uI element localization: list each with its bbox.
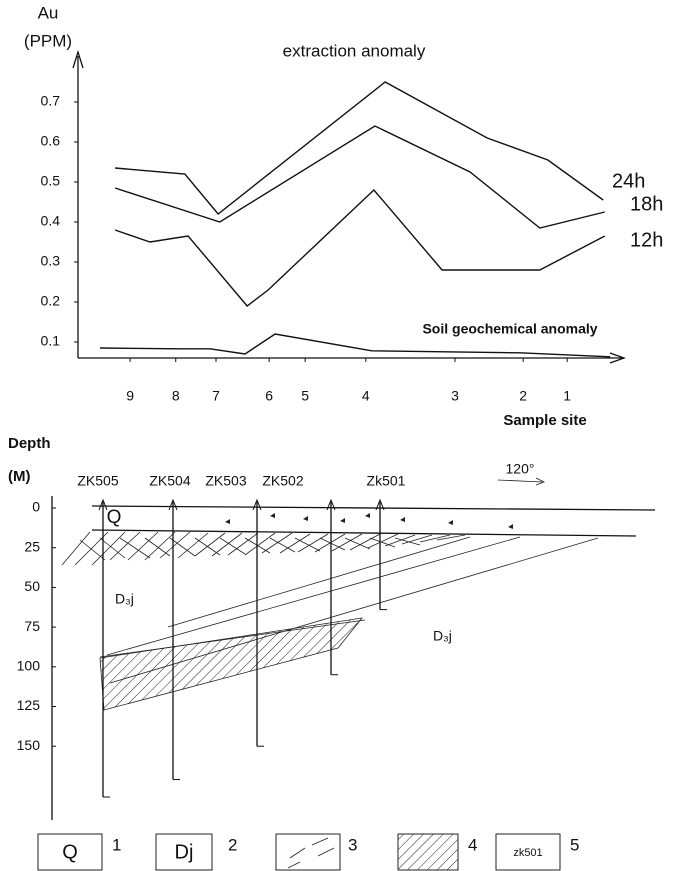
y-axis-label: Au xyxy=(38,3,59,22)
borehole-arrow xyxy=(168,498,178,511)
borehole-arrow xyxy=(375,498,385,511)
section-geology xyxy=(51,477,656,820)
series-label: 12h xyxy=(630,229,663,251)
depth-tick-label: 125 xyxy=(17,697,41,713)
y-tick-label: 0.3 xyxy=(41,253,61,269)
y-tick-label: 0.2 xyxy=(41,293,61,309)
legend-symbol: Dj xyxy=(175,841,194,863)
depth-label: Depth xyxy=(8,435,51,452)
series-line xyxy=(114,188,606,307)
depth-tick-label: 0 xyxy=(32,499,40,515)
x-tick-label: 3 xyxy=(451,388,459,404)
x-tick-label: 6 xyxy=(265,388,273,404)
depth-tick-label: 25 xyxy=(24,538,40,554)
depth-tick-label: 100 xyxy=(17,658,41,674)
series-label: Soil geochemical anomaly xyxy=(422,321,597,337)
x-tick-label: 4 xyxy=(362,388,370,404)
legend-number: 3 xyxy=(348,835,357,854)
legend-number: 1 xyxy=(112,835,121,854)
x-axis-label: Sample site xyxy=(503,412,586,429)
y-tick-label: 0.4 xyxy=(41,213,61,229)
borehole-arrow xyxy=(326,498,336,511)
borehole-label: ZK502 xyxy=(262,473,303,489)
y-tick-label: 0.5 xyxy=(41,173,61,189)
x-tick-label: 5 xyxy=(301,388,309,404)
x-tick-label: 2 xyxy=(519,388,527,404)
series-label: 24h xyxy=(612,170,645,192)
legend-number: 5 xyxy=(570,835,579,854)
y-tick-label: 0.1 xyxy=(41,333,61,349)
depth-tick-label: 75 xyxy=(24,618,40,634)
legend xyxy=(37,833,561,871)
borehole-arrow xyxy=(98,498,108,511)
y-tick-label: 0.6 xyxy=(41,133,61,149)
chart-title: extraction anomaly xyxy=(283,41,426,60)
depth-tick-label: 50 xyxy=(24,578,40,594)
borehole-label: Zk501 xyxy=(367,473,406,489)
formation-label: D₃j xyxy=(115,591,134,607)
legend-symbol: Q xyxy=(62,841,78,863)
x-tick-label: 9 xyxy=(126,388,134,404)
y-axis-label: (PPM) xyxy=(24,31,72,50)
x-tick-label: 7 xyxy=(212,388,220,404)
y-tick-label: 0.7 xyxy=(41,93,61,109)
layer-label: Q xyxy=(107,507,122,528)
depth-unit: (M) xyxy=(8,468,31,485)
series-label: 18h xyxy=(630,193,663,215)
borehole-label: ZK505 xyxy=(77,473,118,489)
x-tick-label: 1 xyxy=(563,388,571,404)
borehole-label: ZK503 xyxy=(205,473,246,489)
direction-label: 120° xyxy=(506,461,535,477)
depth-tick-label: 150 xyxy=(17,737,41,753)
borehole-arrow xyxy=(252,498,262,511)
series-line xyxy=(100,333,611,358)
borehole-label: ZK504 xyxy=(149,473,190,489)
legend-number: 2 xyxy=(228,835,237,854)
chart-axes xyxy=(72,49,626,364)
legend-number: 4 xyxy=(468,835,477,854)
x-tick-label: 8 xyxy=(172,388,180,404)
formation-label: D₃j xyxy=(433,628,452,644)
series-line xyxy=(114,81,604,215)
legend-symbol: zk501 xyxy=(513,847,542,859)
series-line xyxy=(114,125,605,229)
